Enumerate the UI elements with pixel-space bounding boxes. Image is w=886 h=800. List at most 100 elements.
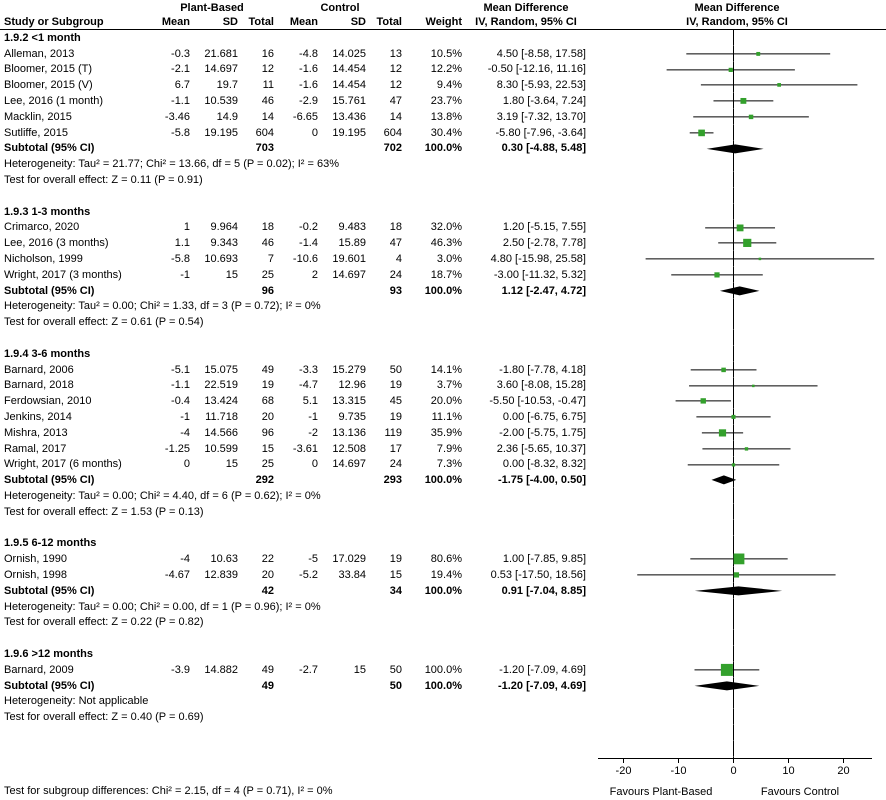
plot-svg <box>666 61 795 78</box>
mean-control: -1.6 <box>299 79 318 92</box>
plot-grid-line <box>588 709 886 726</box>
study-marker-plot <box>588 108 886 125</box>
heterogeneity-row: Heterogeneity: Tau² = 0.00; Chi² = 0.00,… <box>0 598 886 615</box>
study-row: Barnard, 2006 -5.1 15.075 49 -3.3 15.279 50 14.… <box>0 361 886 378</box>
plot-svg <box>713 93 774 109</box>
subtotal-label: Subtotal (95% CI) <box>4 584 95 597</box>
md-ci-text: 8.30 [-5.93, 22.53] <box>496 79 586 92</box>
sd-control: 12.508 <box>332 442 366 455</box>
favours-labels: Favours Plant-Based Favours Control <box>588 785 886 798</box>
plot-grid-line <box>588 172 886 188</box>
total-control: 19 <box>389 553 402 566</box>
study-marker-plot <box>588 235 886 252</box>
plot-svg <box>645 251 875 267</box>
sd-control: 13.315 <box>332 395 366 408</box>
weight-value: 32.0% <box>430 221 462 234</box>
study-row: Ferdowsian, 2010 -0.4 13.424 68 5.1 13.315 45 2… <box>0 393 886 410</box>
study-row: Bloomer, 2015 (V) 6.7 19.7 11 -1.6 14.454 12 9.… <box>0 77 886 94</box>
md-ci-text: -2.00 [-5.75, 1.75] <box>499 426 586 439</box>
axis-tick-label: 20 <box>837 765 849 777</box>
weight-value: 19.4% <box>430 568 462 581</box>
plot-svg <box>733 519 734 536</box>
plot-svg <box>693 108 809 125</box>
spacer-row <box>0 725 886 741</box>
md-ci-text: -1.20 [-7.09, 4.69] <box>499 663 586 676</box>
mean-control: -5.2 <box>299 568 318 581</box>
plot-grid-line <box>588 630 886 647</box>
plot-svg <box>733 172 734 188</box>
total-control: 19 <box>389 379 402 392</box>
plot-grid-line <box>588 298 886 315</box>
total-plant: 16 <box>261 47 274 60</box>
study-marker-plot <box>588 424 886 441</box>
overall-effect-test-row: Test for overall effect: Z = 1.53 (P = 0… <box>0 503 886 520</box>
study-row: Barnard, 2009 -3.9 14.882 49 -2.7 15 50 100.0% -… <box>0 661 886 678</box>
total-plant: 19 <box>261 379 274 392</box>
total-plant: 96 <box>261 426 274 439</box>
sd-control: 15.89 <box>338 237 366 250</box>
total-plant: 22 <box>261 553 274 566</box>
mean-plant: -5.1 <box>171 363 190 376</box>
subtotal-total-control: 50 <box>389 679 402 692</box>
heterogeneity-row: Heterogeneity: Tau² = 21.77; Chi² = 13.6… <box>0 156 886 173</box>
subtotal-total-plant: 42 <box>261 584 274 597</box>
sd-control: 9.483 <box>338 221 366 234</box>
plot-grid-line <box>588 693 886 710</box>
study-marker-plot <box>588 409 886 425</box>
subtotal-total-plant: 96 <box>261 284 274 297</box>
mean-control: -0.2 <box>299 221 318 234</box>
subtotal-diamond-plot <box>588 140 886 157</box>
subtotal-total-plant: 49 <box>261 679 274 692</box>
total-control: 17 <box>389 442 402 455</box>
plot-grid-line <box>588 519 886 536</box>
col-header-iv-random-text: IV, Random, 95% CI <box>475 15 577 28</box>
favours-labels-svg: Favours Plant-Based Favours Control <box>610 786 839 798</box>
study-row: Macklin, 2015 -3.46 14.9 14 -6.65 13.436 14 13.… <box>0 108 886 125</box>
overall-effect-test: Test for overall effect: Z = 0.40 (P = 0… <box>4 711 204 724</box>
total-control: 24 <box>389 268 402 281</box>
plot-svg <box>733 535 734 552</box>
subtotal-weight: 100.0% <box>424 284 462 297</box>
mean-plant: -3.9 <box>171 663 190 676</box>
study-row: Jenkins, 2014 -1 11.718 20 -1 9.735 19 11.1% 0.0… <box>0 409 886 425</box>
plot-grid-line <box>588 156 886 173</box>
forest-rows: 1.9.2 <1 month Alleman, 2013 -0.3 21.681 16 -… <box>0 30 886 798</box>
plot-svg <box>719 282 760 299</box>
study-name: Alleman, 2013 <box>4 47 75 60</box>
study-marker-plot <box>588 219 886 236</box>
md-ci-text: 3.19 [-7.32, 13.70] <box>496 110 586 123</box>
heterogeneity: Heterogeneity: Tau² = 0.00; Chi² = 4.40,… <box>4 490 321 502</box>
total-control: 13 <box>389 47 402 60</box>
mean-plant: -1.25 <box>164 442 190 455</box>
heterogeneity: Heterogeneity: Tau² = 0.00; Chi² = 1.33,… <box>4 300 321 313</box>
total-plant: 11 <box>262 79 274 92</box>
total-control: 14 <box>389 110 402 123</box>
mean-plant: -0.3 <box>171 47 190 60</box>
md-ci-text: 4.80 [-15.98, 25.58] <box>490 253 586 266</box>
plot-svg <box>733 203 734 220</box>
mean-plant: -3.46 <box>164 110 190 123</box>
overall-effect-test: Test for overall effect: Z = 0.61 (P = 0… <box>4 316 204 329</box>
sd-plant: 14.9 <box>216 110 238 123</box>
weight-value: 7.9% <box>436 442 462 455</box>
sd-control: 9.735 <box>338 411 366 424</box>
study-marker-plot <box>588 61 886 78</box>
sd-control: 14.697 <box>332 268 366 281</box>
study-marker-plot <box>588 45 886 62</box>
plot-grid-line <box>588 503 886 520</box>
plot-svg <box>705 219 776 236</box>
sd-plant: 19.7 <box>216 79 238 92</box>
spacer-row <box>0 519 886 536</box>
total-control: 12 <box>389 79 402 92</box>
total-control: 50 <box>389 363 402 376</box>
subtotal-ci-text: 0.30 [-4.88, 5.48] <box>501 142 586 155</box>
plot-svg <box>733 646 734 662</box>
study-row: Ramal, 2017 -1.25 10.599 15 -3.61 12.508 17 7.9… <box>0 440 886 457</box>
plot-svg <box>694 582 783 599</box>
col-header-total-control: Total <box>376 15 402 28</box>
heterogeneity: Heterogeneity: Not applicable <box>4 695 149 708</box>
plot-grid-line <box>588 598 886 615</box>
md-ci-text: 4.50 [-8.58, 17.58] <box>496 47 586 60</box>
md-ci-text: 2.50 [-2.78, 7.78] <box>502 237 586 250</box>
mean-control: 2 <box>311 268 318 281</box>
